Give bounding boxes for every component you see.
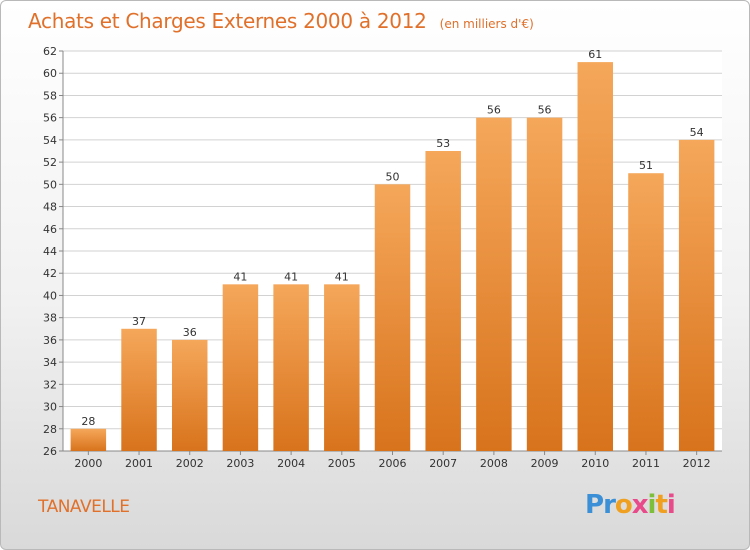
bar	[425, 151, 461, 451]
bar-value-label: 54	[690, 126, 704, 139]
bar-value-label: 37	[132, 315, 146, 328]
chart-unit: (en milliers d'€)	[439, 17, 534, 31]
bar-value-label: 56	[487, 104, 501, 117]
y-tick-label: 58	[43, 89, 57, 102]
x-tick-label: 2008	[480, 457, 508, 470]
bar-value-label: 41	[335, 270, 349, 283]
x-tick-label: 2001	[125, 457, 153, 470]
y-tick-label: 32	[43, 378, 57, 391]
bar-value-label: 61	[588, 48, 602, 61]
bar	[577, 62, 614, 451]
y-tick-label: 46	[43, 223, 57, 236]
bar	[678, 139, 715, 451]
bar-value-label: 28	[81, 415, 95, 428]
y-tick-label: 44	[43, 245, 57, 258]
y-tick-label: 40	[43, 289, 57, 302]
bar	[324, 284, 360, 451]
y-tick-label: 50	[43, 178, 57, 191]
commune-name: TANAVELLE	[38, 497, 130, 517]
bar-value-label: 50	[386, 170, 400, 183]
bar-value-label: 41	[284, 270, 298, 283]
chart-title: Achats et Charges Externes 2000 à 2012	[28, 9, 427, 33]
bar-value-label: 53	[436, 137, 450, 150]
y-tick-label: 36	[43, 334, 57, 347]
bar	[374, 184, 411, 452]
bar	[70, 428, 107, 451]
x-tick-label: 2002	[176, 457, 204, 470]
bar	[526, 117, 563, 452]
x-tick-label: 2009	[531, 457, 559, 470]
y-tick-label: 26	[43, 445, 57, 458]
x-tick-label: 2000	[74, 457, 102, 470]
bar	[121, 328, 157, 451]
x-tick-label: 2007	[429, 457, 457, 470]
chart-title-row: Achats et Charges Externes 2000 à 2012 (…	[28, 9, 534, 33]
y-tick-label: 30	[43, 401, 57, 414]
bar-value-label: 56	[538, 104, 552, 117]
y-tick-label: 56	[43, 112, 57, 125]
x-tick-label: 2004	[277, 457, 305, 470]
x-tick-label: 2010	[581, 457, 609, 470]
x-tick-label: 2011	[632, 457, 660, 470]
bar	[222, 284, 259, 451]
x-tick-label: 2012	[683, 457, 711, 470]
y-tick-label: 42	[43, 267, 57, 280]
bar-value-label: 51	[639, 159, 653, 172]
bar	[628, 173, 664, 451]
bar	[476, 117, 512, 452]
y-tick-label: 38	[43, 312, 57, 325]
y-tick-label: 48	[43, 201, 57, 214]
y-tick-label: 28	[43, 423, 57, 436]
y-tick-label: 54	[43, 134, 57, 147]
y-tick-label: 62	[43, 45, 57, 58]
y-tick-label: 34	[43, 356, 57, 369]
bar	[273, 284, 309, 451]
proxiti-logo: Proxiti	[585, 490, 676, 520]
y-tick-label: 52	[43, 156, 57, 169]
bar-value-label: 36	[183, 326, 197, 339]
x-tick-label: 2005	[328, 457, 356, 470]
bar	[171, 339, 208, 451]
x-tick-label: 2003	[226, 457, 254, 470]
bar-value-label: 41	[233, 270, 247, 283]
x-tick-label: 2006	[379, 457, 407, 470]
y-tick-label: 60	[43, 67, 57, 80]
